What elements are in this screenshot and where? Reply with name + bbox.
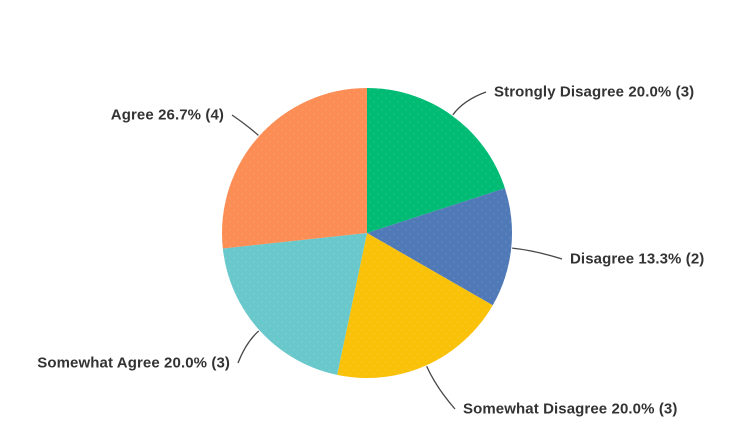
slice-label-disagree: Disagree 13.3% (2) — [570, 251, 704, 268]
slice-label-somewhat-disagree: Somewhat Disagree 20.0% (3) — [463, 401, 677, 418]
leader-line-agree — [231, 114, 259, 136]
slice-label-strongly-disagree: Strongly Disagree 20.0% (3) — [494, 84, 694, 101]
slice-label-somewhat-agree: Somewhat Agree 20.0% (3) — [37, 355, 230, 372]
leader-line-somewhat-agree — [237, 330, 260, 364]
leader-line-disagree — [512, 247, 563, 260]
slice-label-agree: Agree 26.7% (4) — [111, 107, 224, 124]
leader-line-strongly-disagree — [452, 91, 487, 116]
pie-slice-agree[interactable] — [222, 88, 367, 249]
leader-line-somewhat-disagree — [426, 365, 456, 410]
